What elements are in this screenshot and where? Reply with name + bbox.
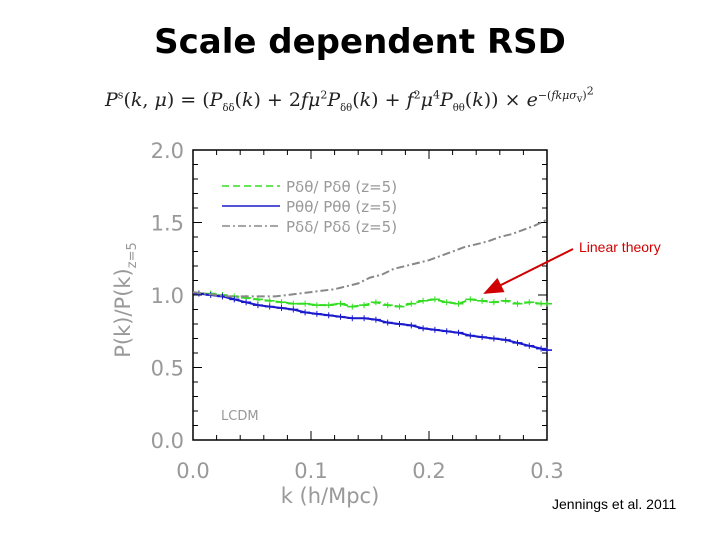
series-line (198, 292, 547, 308)
x-tick-label: 0.0 (176, 459, 209, 483)
x-tick-label: 0.3 (530, 459, 563, 483)
y-tick-label: 0.0 (151, 429, 184, 453)
linear-theory-arrow (483, 248, 574, 294)
rsd-equation: Ps(k, μ) = (Pδδ(k) + 2fμ2Pδθ(k) + f2μ4Pθ… (105, 84, 594, 114)
series-line (192, 218, 548, 298)
x-tick-label: 0.2 (412, 459, 445, 483)
linear-theory-label: Linear theory (579, 239, 661, 255)
data-series (192, 218, 552, 354)
y-tick-label: 1.5 (151, 212, 184, 236)
axis-ticks (192, 149, 548, 441)
legend-label: Pθθ/ Pθθ (z=5) (286, 198, 397, 216)
lcdm-label: LCDM (221, 409, 259, 424)
y-tick-label: 1.0 (151, 284, 184, 308)
legend-label: Pδδ/ Pδδ (z=5) (286, 218, 397, 236)
y-tick-labels: 0.0 0.5 1.0 1.5 2.0 (151, 139, 184, 453)
legend: Pδθ/ Pδθ (z=5) Pθθ/ Pθθ (z=5) Pδδ/ Pδδ (z=… (222, 178, 397, 236)
slide-title: Scale dependent RSD (154, 22, 566, 62)
y-axis-label: P(k)/P(k)z=5 (111, 242, 140, 358)
x-axis-label: k (h/Mpc) (281, 484, 380, 508)
x-tick-labels: 0.0 0.1 0.2 0.3 (176, 459, 563, 483)
legend-label: Pδθ/ Pδθ (z=5) (286, 178, 397, 196)
y-tick-label: 2.0 (151, 139, 184, 163)
x-tick-label: 0.1 (294, 459, 327, 483)
y-tick-label: 0.5 (151, 357, 184, 381)
citation: Jennings et al. 2011 (552, 496, 677, 512)
